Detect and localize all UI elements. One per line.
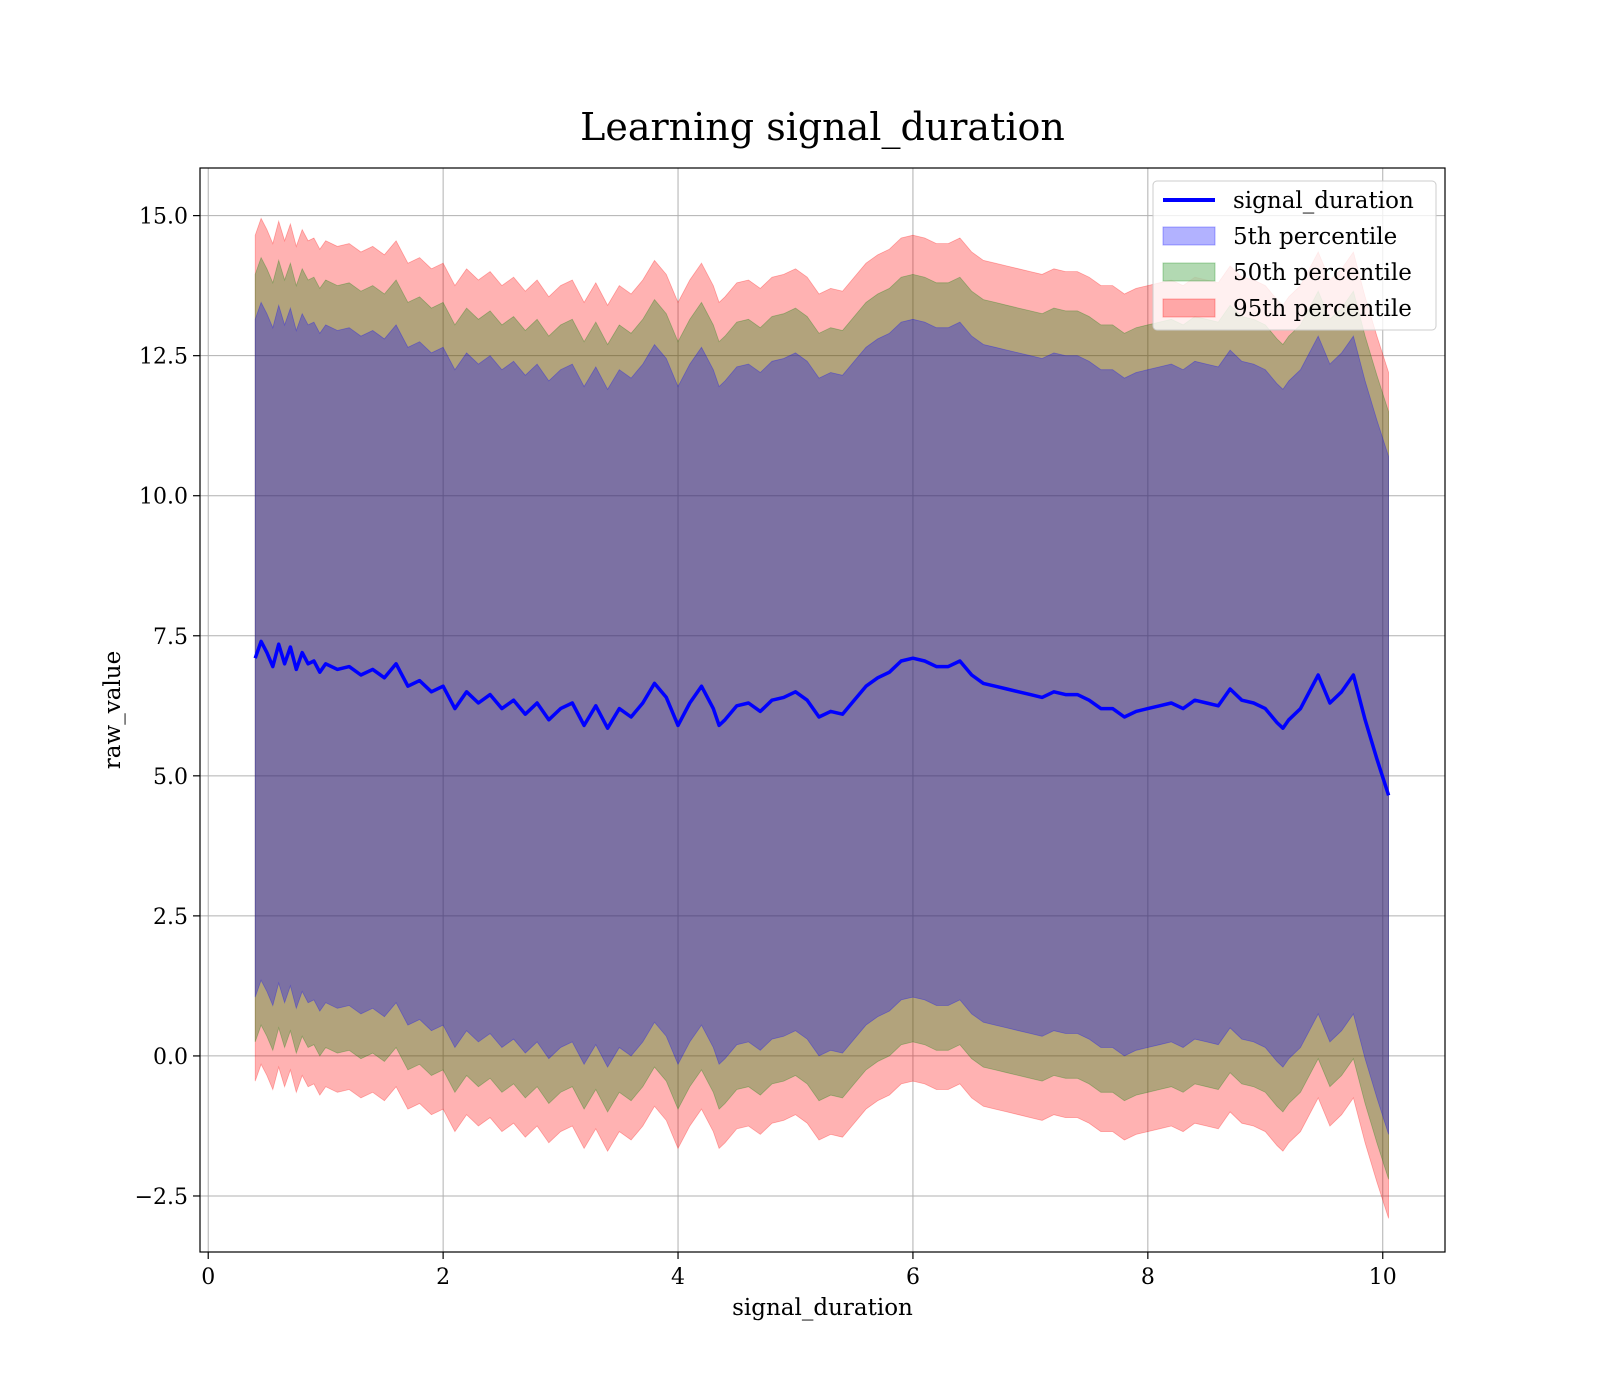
percentile-bands bbox=[254, 217, 1389, 1219]
band-95th-percentile bbox=[254, 217, 1389, 1219]
band-5th-percentile bbox=[254, 301, 1389, 1135]
signal-duration-line bbox=[253, 639, 1391, 796]
legend-label-5th-percentile: 5th percentile bbox=[1233, 224, 1397, 250]
x-axis-label: signal_duration bbox=[732, 1295, 913, 1321]
y-tick-label: 0.0 bbox=[153, 1045, 188, 1070]
x-tick-label: 8 bbox=[1141, 1265, 1155, 1290]
y-tick-label: 2.5 bbox=[153, 905, 188, 930]
y-tick-label: −2.5 bbox=[135, 1185, 188, 1210]
tick-layer: 0 2 4 6 8 10 −2.5 0.0 2.5 5.0 7.5 10.0 12.5 15.0 bbox=[135, 205, 1397, 1290]
legend-swatch-95th-percentile bbox=[1162, 298, 1216, 318]
x-tick-label: 0 bbox=[201, 1265, 215, 1290]
legend-label-50th-percentile: 50th percentile bbox=[1233, 260, 1412, 286]
chart-title: Learning signal_duration bbox=[580, 105, 1065, 150]
y-tick-label: 5.0 bbox=[153, 765, 188, 790]
legend-label-signal-duration: signal_duration bbox=[1233, 188, 1414, 214]
legend-swatch-5th-percentile bbox=[1162, 226, 1216, 246]
series-line-layer bbox=[253, 639, 1391, 796]
legend-box bbox=[1152, 180, 1437, 331]
x-tick-label: 4 bbox=[671, 1265, 685, 1290]
band-50th-percentile bbox=[254, 256, 1389, 1180]
x-tick-label: 6 bbox=[906, 1265, 920, 1290]
y-tick-label: 7.5 bbox=[153, 625, 188, 650]
y-axis-label: raw_value bbox=[100, 651, 126, 769]
legend-label-95th-percentile: 95th percentile bbox=[1233, 296, 1412, 322]
legend-swatch-50th-percentile bbox=[1162, 262, 1216, 282]
plot-frame bbox=[199, 167, 1446, 1253]
y-tick-label: 15.0 bbox=[139, 205, 188, 230]
x-tick-label: 2 bbox=[436, 1265, 450, 1290]
x-tick-label: 10 bbox=[1369, 1265, 1397, 1290]
y-tick-label: 10.0 bbox=[139, 485, 188, 510]
y-tick-label: 12.5 bbox=[139, 345, 188, 370]
legend: signal_duration 5th percentile 50th perc… bbox=[1152, 180, 1437, 331]
